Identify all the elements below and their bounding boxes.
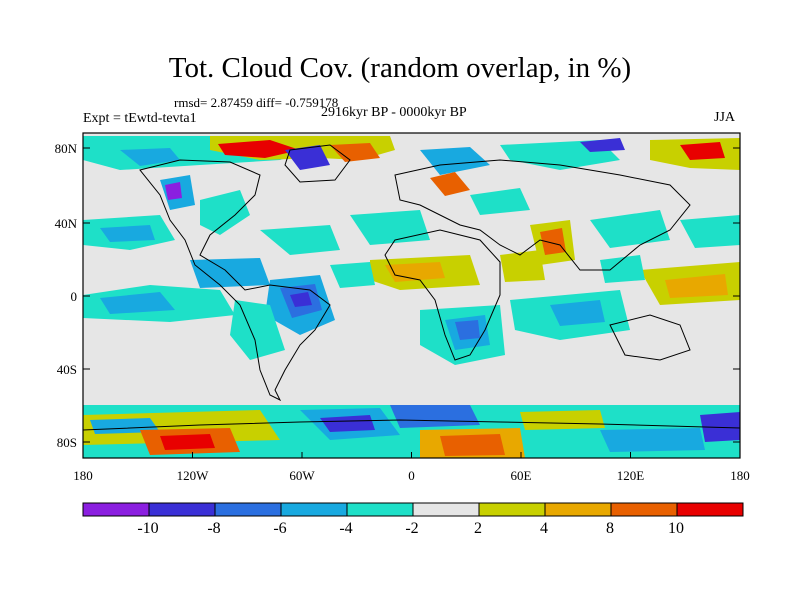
colorbar-box: [676, 502, 744, 517]
lat-tick-label: 40S: [57, 362, 77, 377]
lon-tick-marks: [82, 452, 741, 458]
lon-tick-label: 180: [73, 468, 93, 483]
field-patch: [420, 147, 490, 175]
eurasia-coast: [394, 159, 691, 271]
colorbar-label: 4: [540, 520, 548, 537]
field-patch: [580, 138, 625, 152]
field-patch: [200, 190, 250, 235]
colorbar-label: 10: [668, 520, 684, 537]
americas-coast: [139, 159, 331, 402]
lon-tick-label: 60E: [511, 468, 532, 483]
field-patch: [330, 262, 375, 288]
field-patch: [500, 250, 545, 282]
colorbar-label: -2: [405, 520, 418, 537]
colorbar-box: [214, 502, 282, 517]
lat-tick-label: 0: [71, 289, 78, 304]
colorbar-box: [544, 502, 612, 517]
field-patch: [600, 428, 705, 452]
field-patch: [680, 142, 725, 160]
colorbar-label: -8: [207, 520, 220, 537]
colorbar-label: -4: [339, 520, 352, 537]
lat-tick-label: 40N: [55, 216, 78, 231]
colorbar-label: 8: [606, 520, 614, 537]
field-patch: [680, 215, 740, 248]
lon-tick-label: 60W: [289, 468, 315, 483]
field-patch: [100, 225, 155, 242]
field-patch: [600, 255, 645, 283]
south-field: [83, 405, 740, 458]
colorbar-box: [346, 502, 414, 517]
stats-text: rmsd= 2.87459 diff= -0.759178: [174, 95, 339, 110]
season-label: JJA: [714, 110, 736, 125]
chart-title: Tot. Cloud Cov. (random overlap, in %): [168, 52, 632, 84]
field-patch: [260, 225, 340, 255]
lon-tick-label: 0: [408, 468, 415, 483]
field-patch: [590, 210, 670, 248]
field-patch: [120, 148, 180, 166]
field-patch: [550, 300, 605, 326]
field-patch: [665, 274, 728, 298]
colorbar-label: -6: [273, 520, 286, 537]
lon-tick-label: 180: [730, 468, 750, 483]
field-patch: [218, 140, 300, 158]
arctic-field: [83, 136, 740, 196]
colorbar-box: [148, 502, 216, 517]
coastlines: [83, 144, 740, 431]
field-patch: [385, 262, 445, 282]
field-patch: [455, 320, 480, 340]
tropics-field: [83, 250, 740, 365]
colorbar-box: [610, 502, 678, 517]
lat-tick-marks: [83, 147, 740, 443]
field-patch: [390, 405, 480, 428]
antarctica-coast: [83, 419, 740, 431]
africa-coast: [384, 229, 501, 361]
midlat-north-field: [83, 175, 740, 265]
colorbar-box: [280, 502, 348, 517]
field-patch: [165, 182, 182, 200]
field-patch: [520, 410, 605, 430]
field-patch: [320, 415, 375, 432]
colorbar-box: [82, 502, 150, 517]
field-patch: [290, 292, 312, 307]
field-patch: [470, 188, 530, 215]
lat-tick-label: 80N: [55, 141, 78, 156]
field-patch: [190, 258, 270, 288]
lon-tick-labels: 180 120W 60W 0 60E 120E 180: [73, 468, 750, 483]
lat-tick-label: 80S: [57, 435, 77, 450]
colorbar-box: [478, 502, 546, 517]
period-label: 2916kyr BP - 0000kyr BP: [321, 105, 467, 120]
lon-tick-label: 120W: [177, 468, 210, 483]
australia-coast: [609, 314, 691, 361]
field-patch: [440, 434, 505, 456]
field-patch: [330, 143, 380, 162]
colorbar-box: [412, 502, 480, 517]
colorbar-label: 2: [474, 520, 482, 537]
colorbar-labels: -10 -8 -6 -4 -2 2 4 8 10: [137, 520, 684, 537]
greenland-coast: [284, 144, 351, 183]
field-patch: [540, 228, 566, 255]
colorbar-label: -10: [137, 520, 158, 537]
field-patch: [100, 292, 175, 314]
lon-tick-label: 120E: [617, 468, 645, 483]
experiment-label: Expt = tEwtd-tevta1: [83, 111, 197, 126]
field-patch: [430, 172, 470, 196]
field-patch: [285, 145, 330, 170]
map-field: [83, 133, 740, 458]
colorbar: [82, 502, 744, 517]
lat-tick-labels: 80N 40N 0 40S 80S: [55, 141, 78, 450]
field-patch: [160, 434, 215, 450]
